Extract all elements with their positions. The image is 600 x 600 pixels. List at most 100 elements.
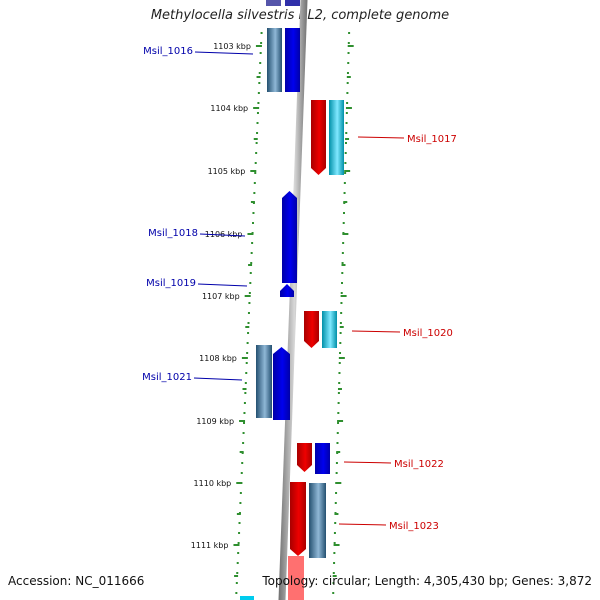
inner-dot xyxy=(258,82,261,84)
outer-dot xyxy=(347,62,350,64)
gene-feature xyxy=(266,0,281,6)
cds-feature xyxy=(282,191,297,283)
inner-dot xyxy=(243,412,246,414)
gene-label: Msil_1023 xyxy=(389,521,439,532)
kbp-label: 1109 kbp xyxy=(196,417,234,426)
inner-dot xyxy=(254,172,257,174)
inner-dot xyxy=(248,302,251,304)
outer-dot xyxy=(341,272,344,274)
length-value: 4,305,430 bp xyxy=(423,574,504,588)
gene-feature xyxy=(309,483,326,558)
genes-label: Genes: xyxy=(511,574,554,588)
gene-label: Msil_1019 xyxy=(146,278,196,289)
genes-value: 3,872 xyxy=(557,574,592,588)
gene-label: Msil_1021 xyxy=(142,372,192,383)
cds-feature xyxy=(311,100,326,175)
gene-leader-line xyxy=(357,136,405,139)
inner-dot xyxy=(246,352,249,354)
inner-dot xyxy=(251,242,254,244)
outer-dot xyxy=(333,532,336,534)
outer-dot xyxy=(342,242,345,244)
outer-dot xyxy=(339,352,342,354)
inner-dot xyxy=(256,132,259,134)
gene-label: Msil_1022 xyxy=(394,459,444,470)
outer-dot xyxy=(337,422,340,424)
outer-dot xyxy=(335,472,338,474)
inner-dot xyxy=(256,122,259,124)
gene-label: Msil_1016 xyxy=(143,46,193,57)
outer-dot xyxy=(347,42,350,44)
inner-dot xyxy=(236,562,239,564)
outer-dot xyxy=(336,442,339,444)
cds-feature xyxy=(280,284,294,297)
inner-dot xyxy=(239,502,242,504)
outer-dot xyxy=(345,132,348,134)
gene-label: Msil_1017 xyxy=(407,134,457,145)
cds-feature xyxy=(315,443,330,474)
inner-dot xyxy=(255,152,258,154)
inner-dot xyxy=(248,292,251,294)
outer-dot xyxy=(346,102,349,104)
inner-dot xyxy=(252,222,255,224)
inner-dot xyxy=(253,192,256,194)
inner-dot xyxy=(249,282,252,284)
outer-dot xyxy=(337,402,340,404)
inner-dot xyxy=(245,362,248,364)
cds-feature xyxy=(297,443,312,472)
cds-feature xyxy=(273,347,290,420)
kbp-label: 1105 kbp xyxy=(208,167,246,176)
gene-leader-line xyxy=(194,51,254,55)
inner-dot xyxy=(249,272,252,274)
inner-dot xyxy=(260,32,263,34)
inner-dot xyxy=(245,372,248,374)
outer-dot xyxy=(348,32,351,34)
kbp-label: 1111 kbp xyxy=(191,541,229,550)
gene-leader-line xyxy=(199,233,246,237)
outer-dot xyxy=(340,292,343,294)
outer-dot xyxy=(336,432,339,434)
inner-dot xyxy=(247,332,250,334)
inner-dot xyxy=(244,382,247,384)
inner-dot xyxy=(259,52,262,54)
outer-dot xyxy=(346,92,349,94)
inner-dot xyxy=(260,42,263,44)
outer-dot xyxy=(335,462,338,464)
inner-dot xyxy=(243,422,246,424)
topology-label: Topology: xyxy=(262,574,319,588)
cds-feature xyxy=(304,311,319,348)
outer-dot xyxy=(340,312,343,314)
cds-feature xyxy=(290,482,306,556)
outer-dot xyxy=(332,582,335,584)
outer-dot xyxy=(341,252,344,254)
inner-dot xyxy=(255,142,258,144)
inner-dot xyxy=(235,592,238,594)
gene-leader-line xyxy=(197,283,248,287)
outer-dot xyxy=(344,152,347,154)
outer-dot xyxy=(343,182,346,184)
outer-dot xyxy=(334,522,337,524)
kbp-label: 1104 kbp xyxy=(210,104,248,113)
accession-label: Accession: xyxy=(8,574,72,588)
inner-dot xyxy=(246,342,249,344)
kbp-label: 1107 kbp xyxy=(202,292,240,301)
inner-dot xyxy=(250,252,253,254)
outer-dot xyxy=(338,362,341,364)
outer-dot xyxy=(343,192,346,194)
gene-feature xyxy=(267,28,282,92)
gene-label: Msil_1018 xyxy=(148,228,198,239)
outer-dot xyxy=(344,142,347,144)
inner-dot xyxy=(237,542,240,544)
outer-dot xyxy=(339,332,342,334)
genome-stats: Topology: circular; Length: 4,305,430 bp… xyxy=(262,574,592,588)
cds-feature xyxy=(288,556,304,600)
inner-dot xyxy=(243,402,246,404)
outer-dot xyxy=(344,162,347,164)
outer-dot xyxy=(344,172,347,174)
inner-dot xyxy=(256,112,259,114)
inner-dot xyxy=(242,442,245,444)
inner-dot xyxy=(259,62,262,64)
outer-dot xyxy=(345,122,348,124)
inner-dot xyxy=(250,262,253,264)
inner-dot xyxy=(240,472,243,474)
kbp-label: 1110 kbp xyxy=(194,479,232,488)
